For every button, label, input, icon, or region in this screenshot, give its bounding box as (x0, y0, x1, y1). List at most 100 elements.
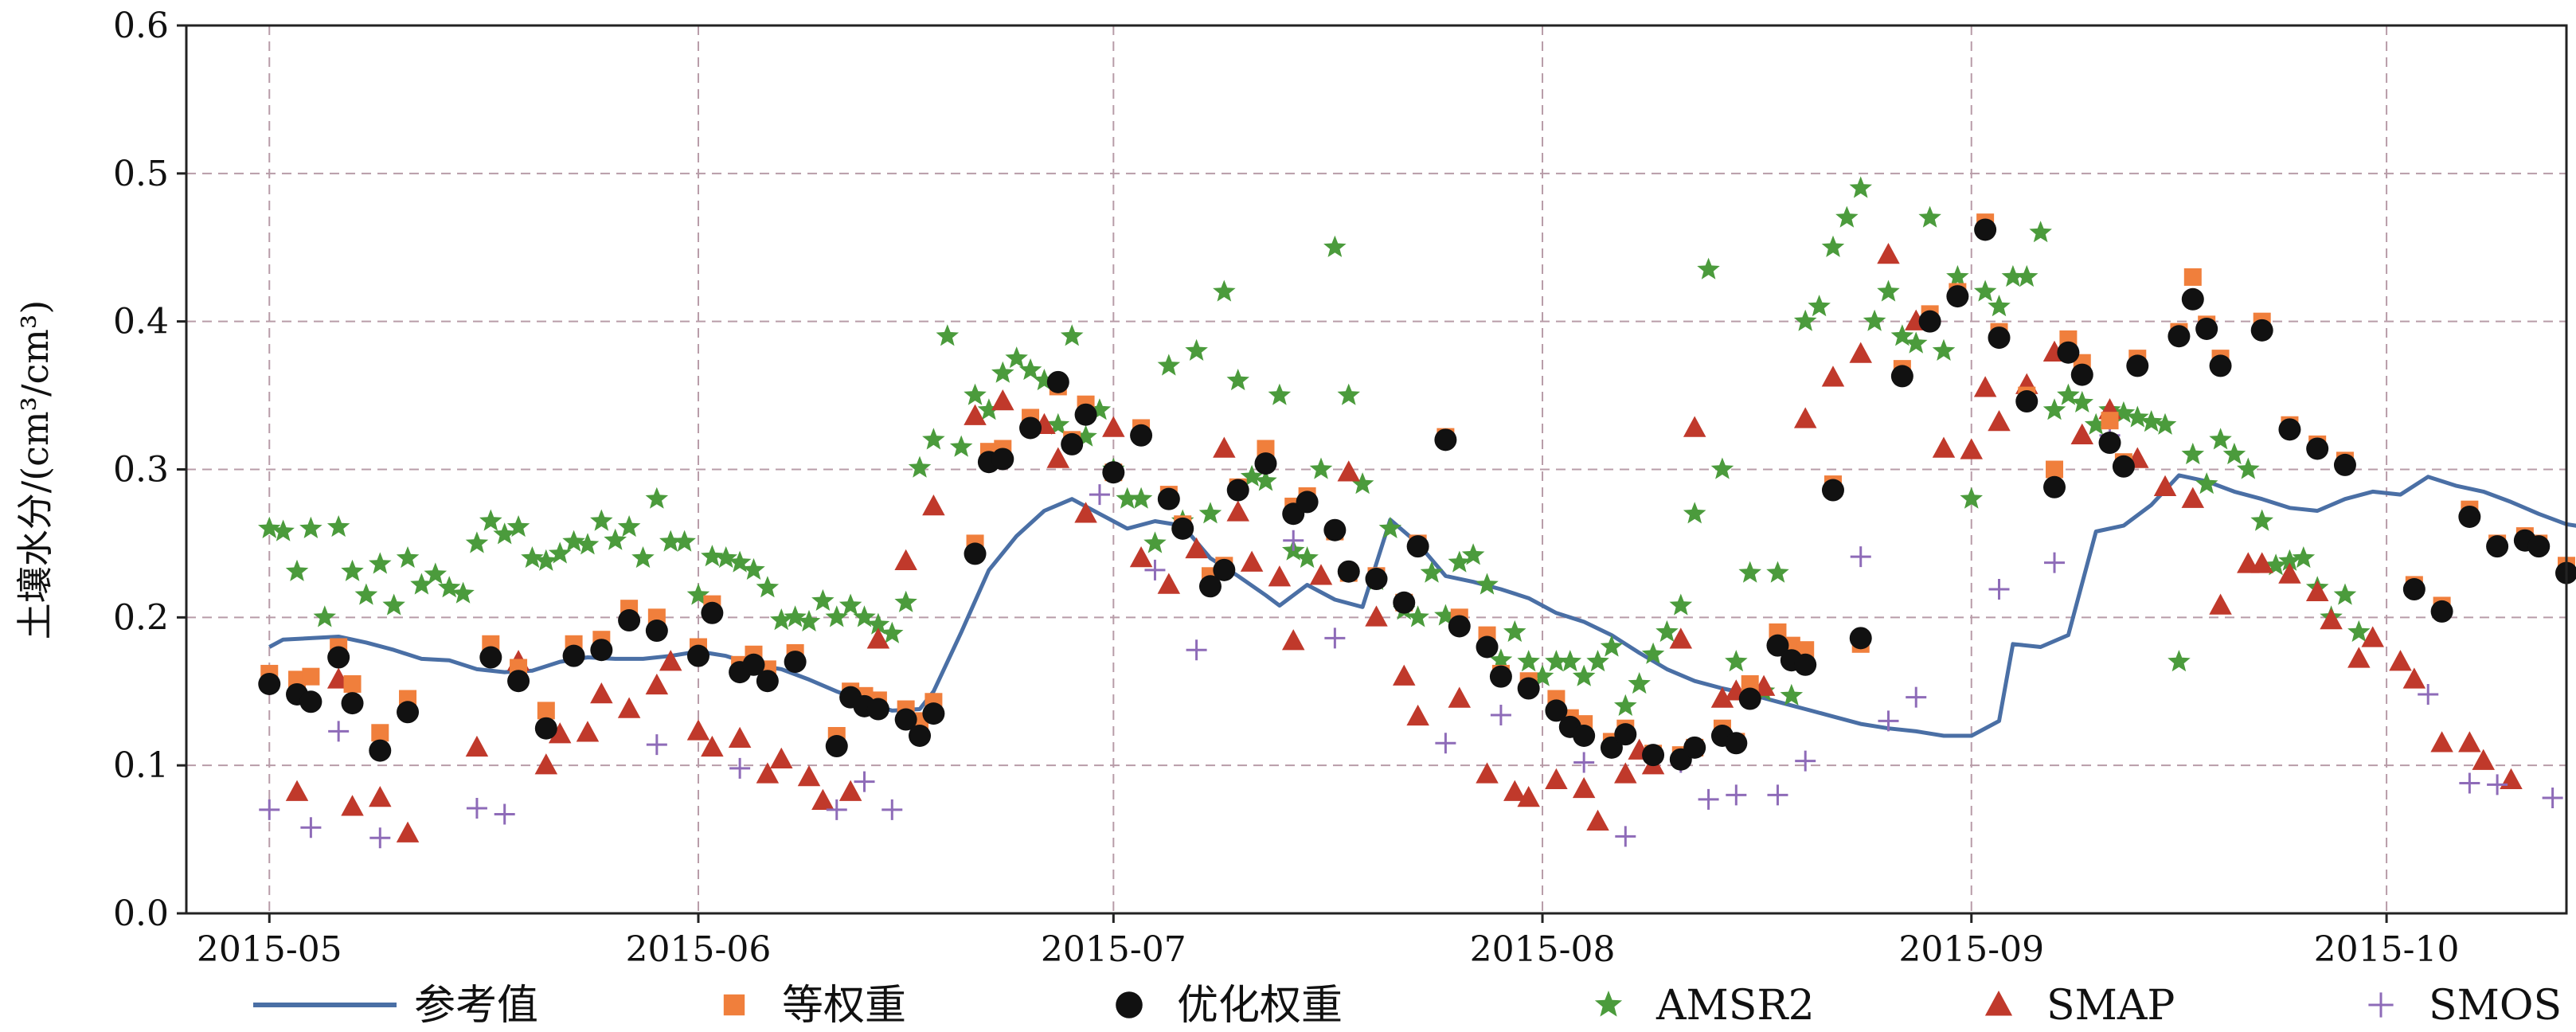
data-point-star (1641, 642, 1665, 664)
data-point-circle (1434, 428, 1457, 452)
data-point-triangle (645, 673, 669, 695)
data-point-star (1932, 338, 1956, 361)
data-point-star (1905, 331, 1928, 354)
data-point-plus (2044, 552, 2066, 573)
data-point-triangle (1365, 605, 1388, 627)
data-point-circle (1130, 424, 1153, 447)
data-point-circle (2043, 475, 2066, 498)
data-point-triangle (1281, 629, 1305, 651)
data-point-star (1074, 424, 1097, 447)
data-point-circle (2195, 317, 2218, 340)
data-point-triangle (2278, 562, 2301, 584)
data-point-circle (1489, 665, 1512, 688)
data-point-circle (866, 698, 889, 721)
data-point-star (1697, 257, 1720, 280)
data-point-star (2042, 398, 2066, 420)
data-point-circle (327, 646, 350, 669)
data-point-triangle (285, 780, 309, 801)
x-axis: 2015-05 2015-06 2015-07 2015-08 2015-09 2015-… (197, 913, 2460, 970)
data-point-star (1835, 205, 1859, 228)
data-point-circle (1337, 560, 1360, 583)
data-point-circle (1683, 736, 1706, 759)
data-point-star (590, 509, 613, 531)
data-point-triangle (617, 697, 641, 718)
data-point-circle (590, 639, 613, 662)
data-point-star (2126, 405, 2149, 428)
data-point-circle (909, 725, 932, 747)
data-point-plus (1988, 579, 2010, 600)
data-point-star (2112, 401, 2136, 423)
data-point-circle (1988, 326, 2011, 350)
grid-lines (186, 25, 2566, 913)
data-point-square (2101, 412, 2119, 430)
data-point-plus (466, 798, 487, 819)
data-point-star (1600, 635, 1624, 657)
x-tick-label: 2015-07 (1041, 929, 1186, 970)
data-point-circle (299, 690, 322, 713)
data-point-star (1351, 472, 1374, 494)
data-point-circle (2333, 453, 2356, 476)
data-point-plus (300, 817, 322, 838)
data-point-triangle (2320, 608, 2343, 630)
data-point-circle (1226, 479, 1249, 502)
data-point-star (645, 487, 669, 509)
data-point-triangle (1877, 243, 1900, 264)
y-tick-label: 0.2 (113, 597, 169, 638)
data-point-circle (645, 620, 668, 643)
data-point-star (838, 593, 862, 616)
data-point-star (506, 515, 530, 538)
data-point-triangle (1586, 809, 1609, 831)
data-point-star (1143, 531, 1167, 553)
data-point-star (1655, 620, 1679, 643)
y-tick-label: 0.1 (113, 745, 169, 786)
data-point-star (2195, 472, 2218, 494)
data-point-square (343, 674, 362, 693)
data-point-circle (1198, 575, 1222, 598)
data-point-star (949, 435, 973, 457)
data-point-star (396, 546, 420, 569)
data-point-star (1530, 664, 1554, 686)
data-point-star (936, 324, 960, 346)
data-point-circle (1213, 558, 1236, 581)
data-point-star (1046, 412, 1070, 435)
data-point-star (1157, 354, 1181, 376)
legend-swatch-plus (2368, 992, 2394, 1018)
data-point-star (1503, 620, 1526, 643)
data-point-square (1796, 641, 1815, 659)
data-point-square (2046, 460, 2064, 479)
data-point-plus (259, 799, 280, 820)
data-point-star (2222, 442, 2246, 465)
data-point-triangle (2153, 475, 2177, 497)
data-point-star (2237, 457, 2260, 479)
data-point-circle (1918, 310, 1941, 333)
data-point-circle (1102, 461, 1125, 484)
data-point-star (1586, 650, 1609, 672)
data-point-circle (341, 692, 364, 715)
data-point-circle (756, 670, 779, 693)
data-point-triangle (2250, 552, 2273, 573)
data-point-triangle (1213, 436, 1236, 458)
data-point-plus (1186, 639, 1207, 661)
data-point-star (1725, 650, 1748, 672)
data-point-circle (2126, 354, 2149, 377)
y-axis: 0.0 0.1 0.2 0.3 0.4 0.5 0.6 (113, 6, 186, 934)
legend-item: SMOS (2368, 982, 2562, 1030)
data-point-circle (2278, 418, 2301, 441)
data-point-plus (1615, 826, 1636, 847)
data-point-star (521, 546, 544, 569)
data-point-plus (328, 721, 350, 742)
data-point-star (1669, 593, 1693, 616)
data-point-star (1198, 502, 1222, 524)
legend-swatch-triangle (1984, 991, 2013, 1016)
data-point-star (369, 552, 392, 574)
data-point-star (1033, 369, 1056, 391)
data-point-star (1060, 324, 1084, 346)
data-point-triangle (1476, 762, 1499, 784)
y-tick-label: 0.0 (113, 893, 169, 934)
data-point-triangle (2402, 667, 2426, 689)
data-point-circle (1171, 517, 1194, 540)
data-point-triangle (1309, 564, 1333, 585)
data-point-triangle (1406, 704, 1429, 726)
data-point-star (2140, 410, 2163, 432)
data-point-triangle (922, 494, 945, 516)
